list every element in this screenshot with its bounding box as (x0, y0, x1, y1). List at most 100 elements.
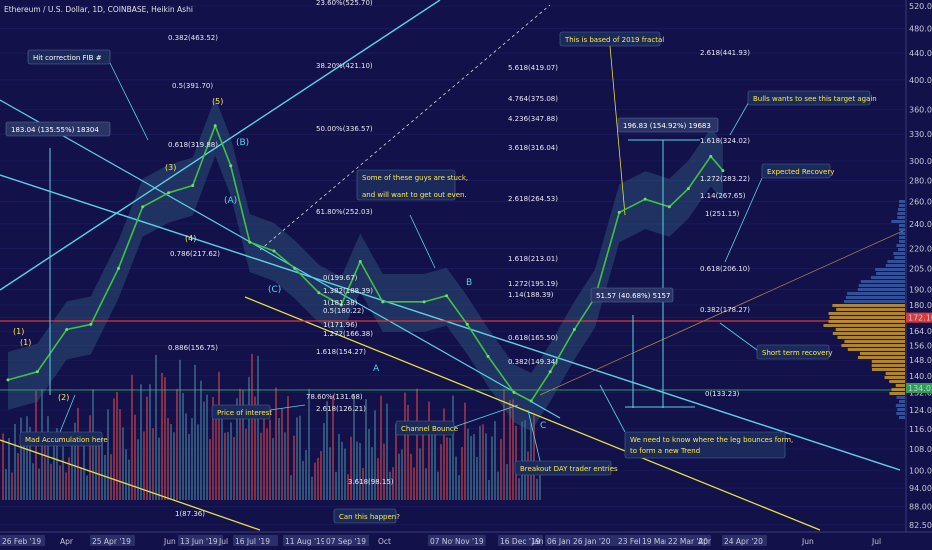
volume-bar (449, 438, 451, 500)
profile-bar (844, 340, 905, 343)
volume-bar (230, 422, 232, 500)
volume-bar (392, 467, 394, 500)
x-tick-label: 07 Nov '19 (430, 537, 471, 546)
x-tick-box (453, 535, 486, 546)
fib-label: 0.382(149.34) (508, 358, 558, 366)
price-point (89, 322, 93, 326)
measure-label-box (5, 121, 111, 137)
profile-bar (897, 212, 905, 215)
fib-label: 3.618(316.04) (508, 144, 558, 152)
volume-bar (8, 437, 10, 500)
annotation-box (356, 169, 456, 201)
annotation-label: Mad Accumulation here (25, 436, 108, 444)
wave-label: (5) (212, 97, 223, 106)
x-tick-label: 06 Jan '20 (547, 537, 585, 546)
fib-label: 5.618(419.07) (508, 64, 558, 72)
volume-bar (293, 435, 295, 500)
annotations: Hit correction FIB # Some of these guys a… (19, 31, 877, 524)
profile-bar (871, 368, 905, 371)
fib-label: 1.272(166.38) (323, 330, 373, 338)
volume-bar (194, 364, 196, 500)
volume-bar (494, 421, 496, 500)
volume-bar (440, 444, 442, 500)
price-point (721, 169, 725, 173)
yellow-support-line (244, 296, 821, 531)
annotation-label: Price of interest (217, 409, 272, 417)
volume-bar (290, 475, 292, 500)
price-point (317, 291, 321, 295)
volume-bar (317, 457, 319, 500)
fib-label: 50.00%(336.57) (316, 125, 373, 133)
profile-bar (871, 360, 905, 363)
price-point (293, 266, 297, 270)
x-tick-label: Jan (531, 537, 544, 546)
y-tick-label: 82.50 (909, 521, 932, 530)
current-price-text: 172.10 (908, 314, 932, 323)
y-tick-label: 100.00 (909, 467, 932, 476)
volume-bar (209, 439, 211, 500)
price-point (643, 197, 647, 201)
volume-bar (386, 403, 388, 500)
volume-bar (77, 407, 79, 500)
volume-bar (383, 443, 385, 500)
x-tick-box (233, 535, 278, 546)
fib-label: 1.14(188.39) (508, 291, 554, 299)
y-tick-label: 180.00 (909, 301, 932, 310)
fib-label: 1(181.38) (323, 299, 358, 307)
volume-bar (305, 450, 307, 500)
volume-bar (122, 427, 124, 500)
volume-bar (353, 394, 355, 500)
fib-label: 1(87.36) (175, 510, 205, 518)
fib-label: 4.764(375.08) (508, 95, 558, 103)
price-point (35, 370, 39, 374)
y-tick-label: 88.00 (909, 503, 932, 512)
profile-bar (858, 284, 905, 287)
price-point (248, 240, 252, 244)
volume-bar (287, 396, 289, 500)
note-pointer-line (609, 45, 626, 216)
note-pointer-line (719, 322, 758, 351)
x-tick-box (498, 535, 543, 546)
price-point (667, 205, 671, 209)
volume-bar (116, 391, 118, 500)
y-tick-label: 330.00 (909, 130, 932, 139)
volume-bar (140, 384, 142, 500)
fib-label: 0(199.67) (323, 274, 358, 282)
fib-label: 2.618(264.53) (508, 195, 558, 203)
volume-bar (506, 464, 508, 500)
annotation-box (27, 49, 111, 65)
wave-label: (C) (268, 285, 281, 295)
fib-label: 0.382(178.27) (700, 306, 750, 314)
wave-label: (1) (13, 327, 24, 336)
volume-bar (152, 428, 154, 500)
x-tick-label: Jul (218, 537, 228, 546)
price-point (339, 303, 343, 307)
volume-bar (80, 467, 82, 500)
annotation-box (559, 31, 661, 47)
volume-bar (446, 437, 448, 500)
profile-bar (898, 228, 905, 231)
profile-bar (847, 348, 905, 351)
volume-bars (2, 353, 541, 500)
fib-label: 78.60%(131.68) (306, 393, 363, 401)
wave-label: (1) (20, 338, 31, 347)
volume-bar (242, 389, 244, 500)
volume-bar (503, 388, 505, 500)
fib-label: 1.618(213.01) (508, 255, 558, 263)
volume-bar (359, 442, 361, 500)
y-tick-label: 94.00 (909, 484, 932, 493)
volume-bar (488, 479, 490, 500)
wave-label: (4) (185, 234, 196, 243)
wave-label: B (466, 278, 472, 288)
chart-title: Ethereum / U.S. Dollar, 1D, COINBASE, He… (4, 5, 193, 14)
wave-label: (2) (58, 393, 69, 402)
time-axis: 26 Feb '19 Apr 25 Apr '19 Jun 13 Jun '19 Jul 1… (0, 531, 932, 550)
profile-bar (899, 232, 905, 235)
note-pointer-line (269, 404, 306, 411)
profile-bar (896, 412, 905, 415)
volume-bar (500, 438, 502, 500)
fib-label: 0.618(319.88) (168, 141, 218, 149)
volume-bar (170, 423, 172, 500)
x-tick-box (324, 535, 369, 546)
